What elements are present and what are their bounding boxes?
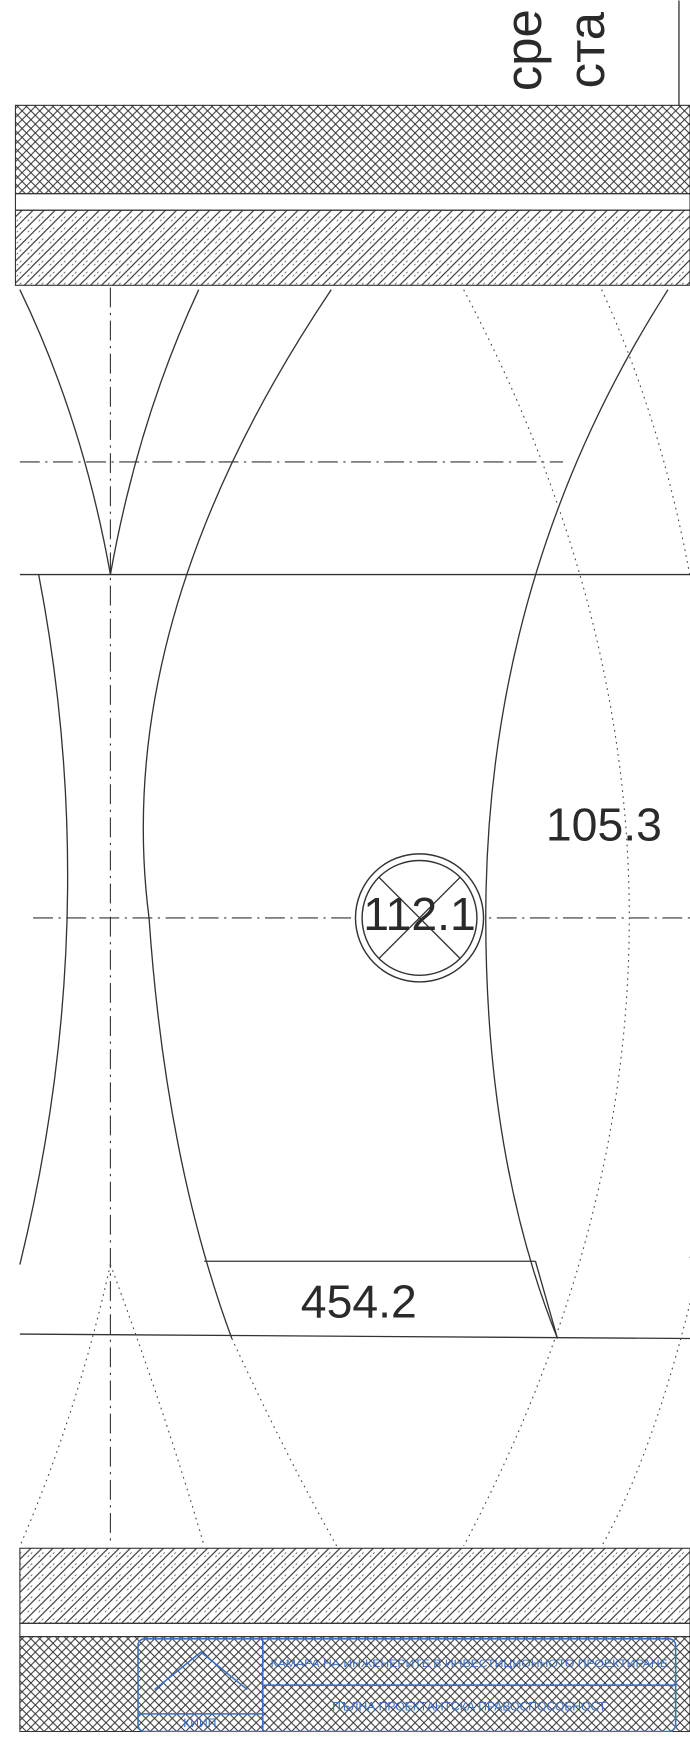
hatch-band — [20, 1548, 690, 1623]
dotted-arc — [20, 1265, 111, 1547]
dimension-label: 454.2 — [301, 1276, 417, 1328]
hatch-band — [15, 105, 690, 193]
hatch-band — [20, 1637, 690, 1732]
dotted-arc — [110, 1265, 204, 1547]
dimension-label: 105.3 — [546, 799, 662, 851]
vertical-label: сре — [495, 9, 552, 91]
vertical-label: ста — [558, 11, 615, 88]
edge-line — [20, 1334, 690, 1338]
stamp-logo: КИИП — [183, 1716, 216, 1730]
drawing: сре ста 105.3 112.1 454.2 КИИП КАМАРА НА… — [0, 0, 690, 1732]
stamp-text: КАМАРА НА ИНЖЕНЕРИТЕ В ИНВЕСТИЦИОННОТО П… — [270, 1658, 667, 1670]
stamp-text: ПЪЛНА ПРОЕКТАНТСКА ПРАВОСПОСОБНОСТ — [332, 1699, 607, 1713]
dimension-label: 112.1 — [363, 888, 476, 940]
dotted-arc — [232, 1339, 337, 1547]
page: сре ста 105.3 112.1 454.2 КИИП КАМАРА НА… — [0, 0, 690, 1732]
curve — [143, 290, 331, 1339]
band — [20, 1623, 690, 1636]
dotted-arc — [602, 1303, 690, 1546]
curve — [20, 575, 68, 1265]
dotted-arc — [602, 290, 690, 1259]
curve — [20, 290, 199, 575]
hatch-band — [15, 210, 690, 285]
band — [15, 194, 690, 211]
edge-line — [535, 1261, 557, 1338]
